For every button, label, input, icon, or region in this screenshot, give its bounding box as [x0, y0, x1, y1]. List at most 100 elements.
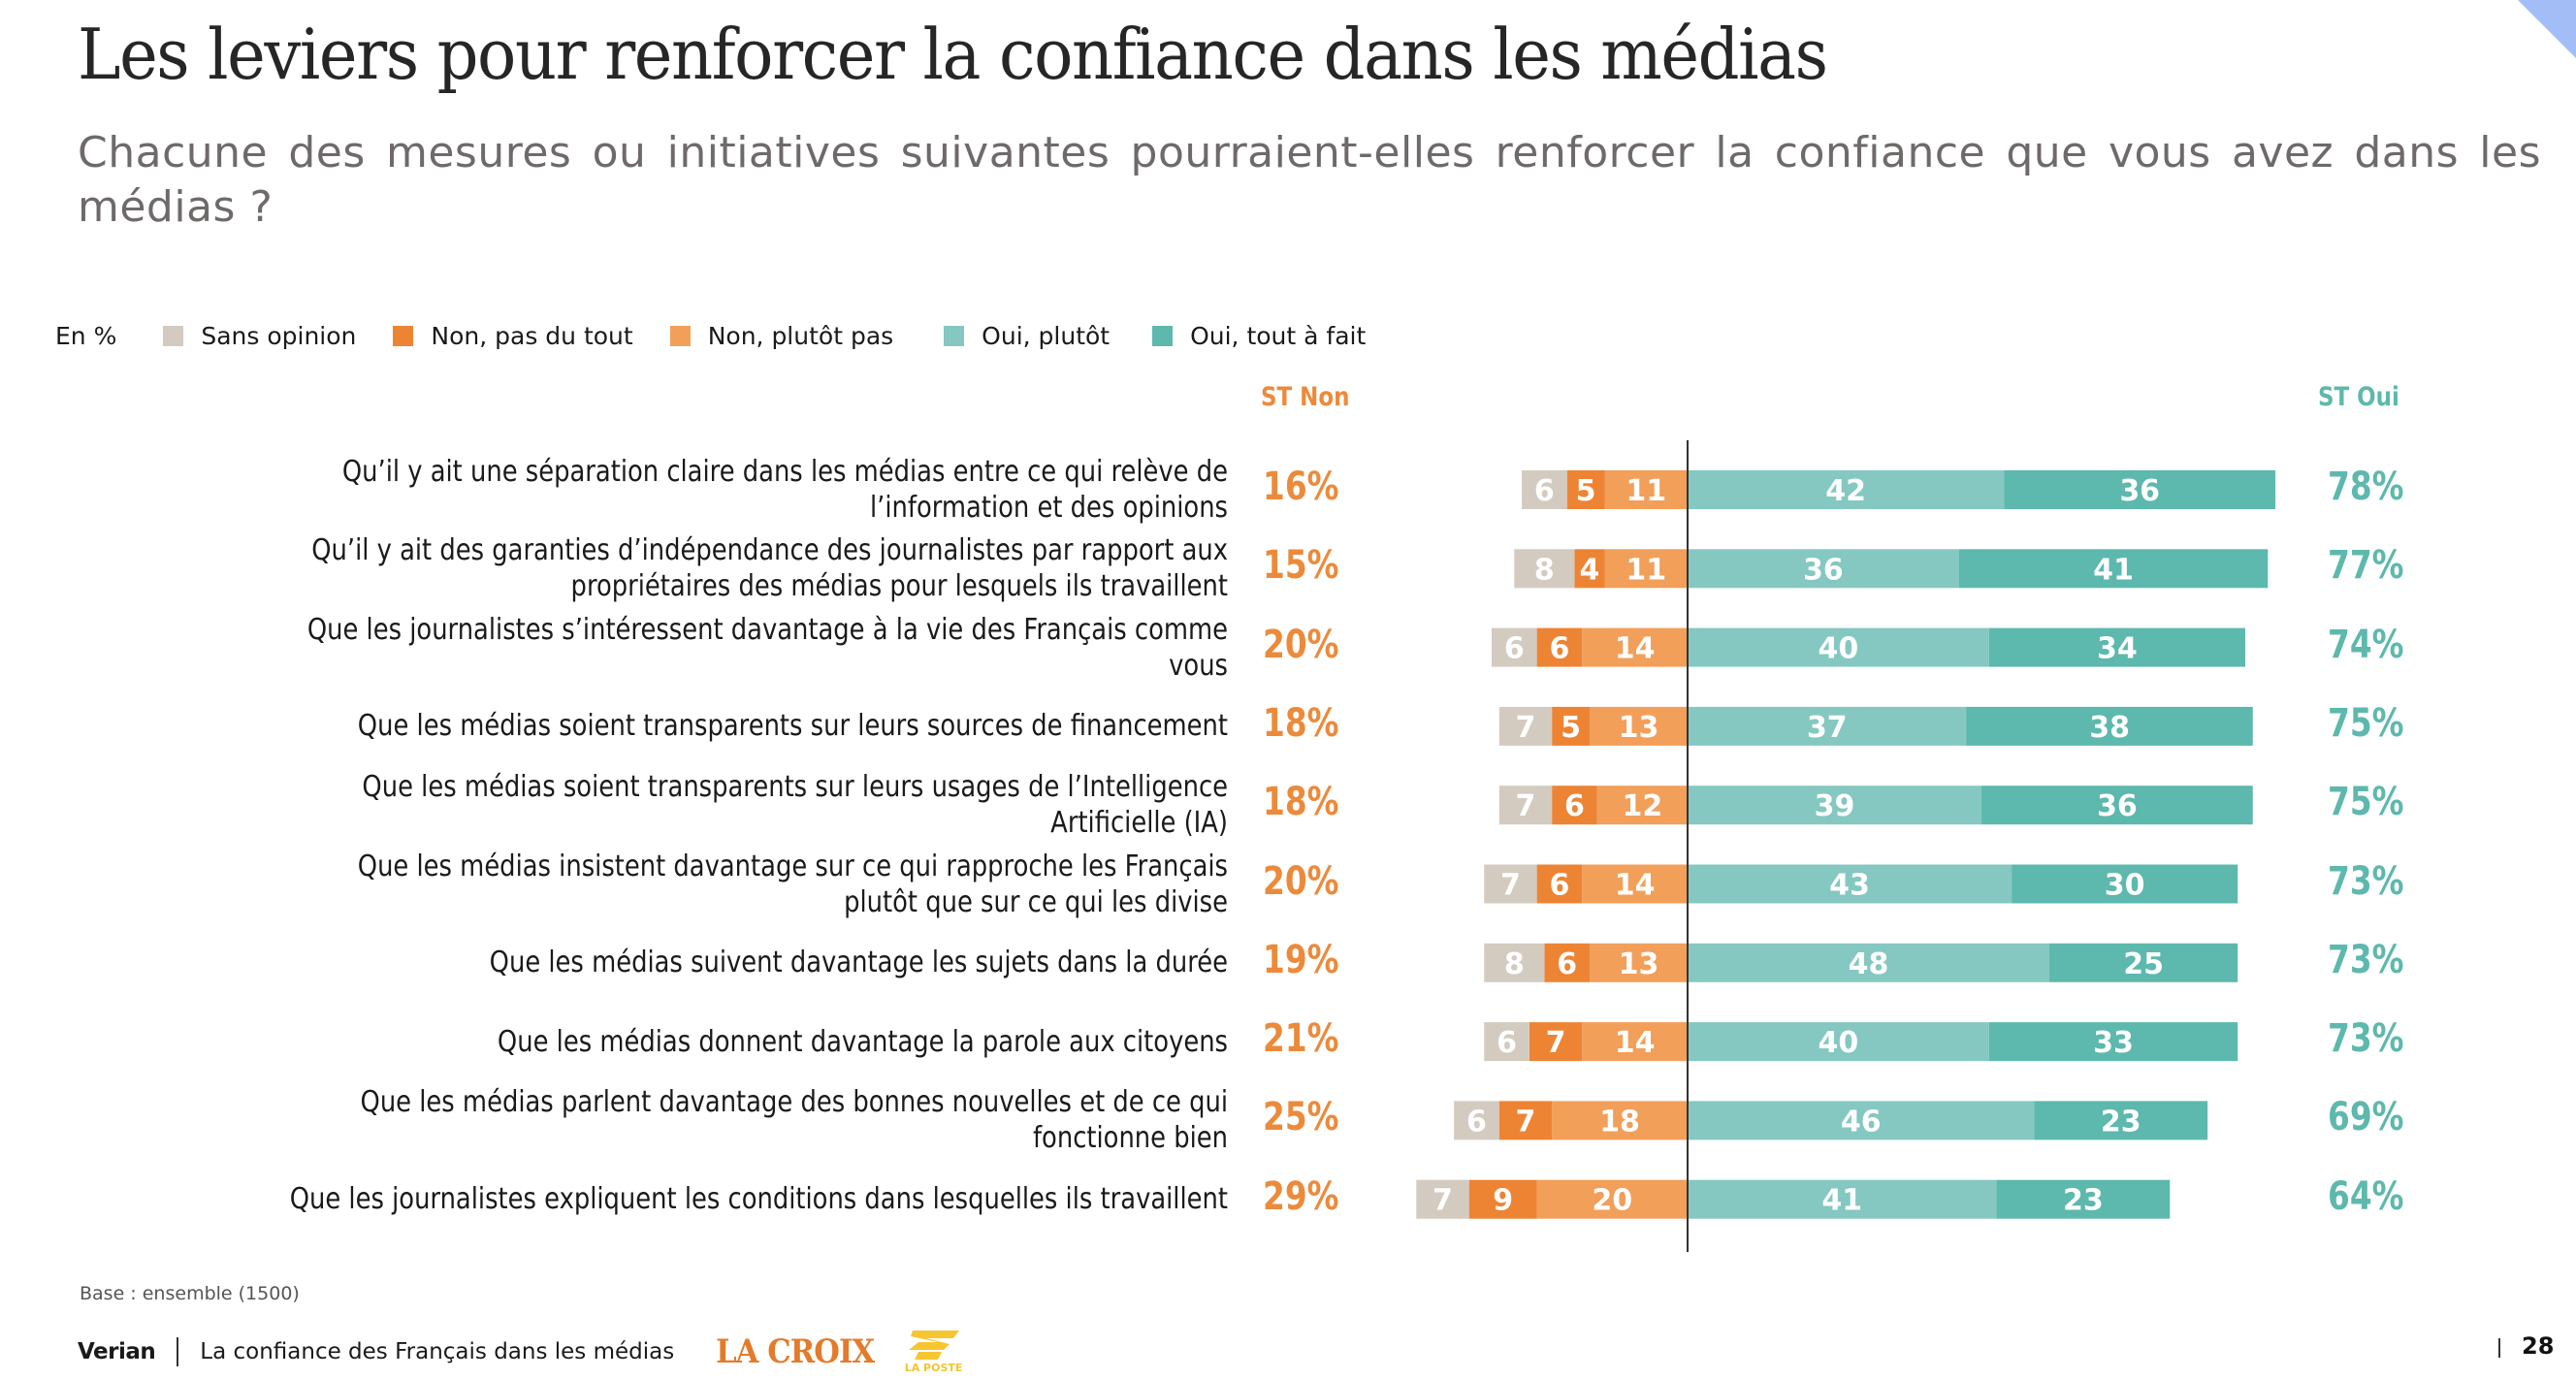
bar-value-label: 7 — [1546, 1026, 1566, 1060]
bar-segment-sans-opinion — [1498, 786, 1553, 825]
bar-segment-non-plut-t-pas — [1596, 786, 1688, 825]
footer-divider — [177, 1336, 179, 1366]
bar-segment-oui-plut-t — [1688, 549, 1959, 589]
bar-segment-oui-tout-fait — [2048, 943, 2238, 982]
bar-value-label: 7 — [1516, 711, 1536, 745]
legend-item-sans-opinion: Sans opinion — [163, 322, 356, 350]
bar-value-label: 6 — [1497, 1026, 1517, 1060]
bar-segment-oui-tout-fait — [1958, 549, 2269, 589]
bar-segment-sans-opinion — [1484, 943, 1545, 982]
bar-row: 20 9 7 41 23 — [1416, 1179, 2171, 1219]
bar-value-label: 34 — [2097, 632, 2138, 666]
bar-value-label: 11 — [1626, 553, 1666, 587]
category-label-line: Que les journalistes expliquent les cond… — [289, 1182, 1228, 1217]
legend-label: Non, plutôt pas — [707, 321, 894, 350]
category-label: Que les médias donnent davantage la paro… — [260, 1024, 1228, 1060]
la-croix-logo: LA CROIX — [716, 1331, 875, 1371]
bar-value-label: 5 — [1561, 711, 1581, 745]
corner-decoration — [2518, 0, 2576, 58]
bar-value-label: 5 — [1576, 474, 1596, 508]
bar-value-label: 39 — [1815, 789, 1855, 823]
bar-segment-oui-plut-t — [1688, 786, 1982, 825]
st-oui-value: 73% — [2328, 858, 2404, 904]
base-note: Base : ensemble (1500) — [80, 1283, 300, 1304]
category-label: Que les médias soient transparents sur l… — [260, 769, 1228, 841]
bar-segment-non-plut-t-pas — [1552, 1101, 1688, 1140]
category-label-line: propriétaires des médias pour lesquels i… — [570, 569, 1228, 604]
bar-segment-non-plut-t-pas — [1582, 627, 1688, 667]
bar-value-label: 23 — [2063, 1184, 2104, 1218]
bar-value-label: 13 — [1619, 947, 1659, 981]
bar-row: 13 68 48 25 — [1484, 943, 2238, 982]
bar-segment-non-pas-du-tout — [1552, 706, 1590, 746]
st-oui-value: 73% — [2328, 937, 2404, 982]
st-non-value: 15% — [1263, 543, 1339, 589]
legend-swatch — [1152, 325, 1174, 346]
bar-value-label: 7 — [1433, 1184, 1453, 1218]
legend-swatch — [669, 325, 691, 346]
category-label-line: Que les médias soient transparents sur l… — [362, 770, 1228, 805]
bar-value-label: 30 — [2105, 869, 2145, 903]
page-number-divider — [2498, 1338, 2500, 1358]
bar-segment-oui-tout-fait — [2034, 1101, 2208, 1140]
bar-value-label: 23 — [2101, 1105, 2141, 1138]
bar-value-label: 25 — [2123, 947, 2164, 981]
bar-value-label: 18 — [1599, 1105, 1640, 1138]
bar-segment-non-plut-t-pas — [1582, 864, 1688, 904]
st-non-value: 16% — [1263, 465, 1339, 509]
legend-item-non-plutot-pas: Non, plutôt pas — [669, 321, 894, 350]
category-label-line: Que les médias insistent davantage sur c… — [357, 849, 1228, 883]
bar-segment-oui-plut-t — [1688, 943, 2049, 982]
bar-value-label: 12 — [1623, 789, 1663, 823]
category-label-line: vous — [1169, 648, 1228, 683]
bar-value-label: 37 — [1807, 711, 1848, 745]
bar-segment-non-pas-du-tout — [1574, 549, 1605, 589]
bar-row: 11 48 36 41 — [1514, 549, 2269, 589]
bar-segment-non-pas-du-tout — [1536, 627, 1583, 667]
category-label-line: Que les médias suivent davantage les suj… — [489, 946, 1228, 980]
bar-value-label: 7 — [1500, 869, 1521, 903]
bar-segment-oui-tout-fait — [1988, 627, 2245, 667]
category-label-line: Que les médias donnent davantage la paro… — [497, 1024, 1228, 1059]
bar-value-label: 6 — [1504, 632, 1525, 666]
legend-label: Sans opinion — [201, 321, 357, 350]
bar-value-label: 41 — [2093, 553, 2134, 587]
legend-item-oui-tout-a-fait: Oui, tout à fait — [1152, 322, 1366, 350]
st-non-value: 19% — [1263, 937, 1339, 982]
category-label-line: Qu’il y ait des garanties d’indépendance… — [311, 533, 1228, 568]
bar-value-label: 6 — [1534, 474, 1555, 508]
bar-value-label: 6 — [1557, 947, 1577, 981]
bar-value-label: 6 — [1564, 789, 1585, 823]
bar-value-label: 48 — [1849, 947, 1889, 981]
legend-label: Oui, tout à fait — [1190, 321, 1367, 350]
bar-row: 18 76 46 23 — [1454, 1101, 2208, 1140]
category-label: Que les journalistes expliquent les cond… — [260, 1181, 1228, 1217]
category-label-line: Que les journalistes s’intéressent davan… — [306, 612, 1228, 647]
legend-item-non-pas-du-tout: Non, pas du tout — [393, 322, 633, 350]
bar-value-label: 14 — [1615, 869, 1656, 903]
bar-segment-oui-plut-t — [1688, 470, 2005, 509]
legend-swatch — [944, 325, 965, 346]
st-oui-value: 73% — [2328, 1016, 2404, 1062]
category-label: Qu’il y ait des garanties d’indépendance… — [260, 532, 1228, 604]
verian-logo: Verian — [78, 1338, 156, 1364]
st-non-value: 29% — [1263, 1173, 1339, 1219]
bar-value-label: 8 — [1534, 553, 1555, 587]
bar-value-label: 8 — [1504, 947, 1525, 981]
legend-swatch — [393, 325, 414, 346]
bar-segment-non-pas-du-tout — [1536, 864, 1583, 904]
bar-value-label: 6 — [1549, 869, 1569, 903]
legend-item-oui-plutot: Oui, plutôt — [944, 322, 1110, 350]
st-oui-value: 69% — [2328, 1095, 2404, 1140]
bar-value-label: 36 — [2119, 474, 2160, 508]
bar-segment-non-plut-t-pas — [1582, 1022, 1688, 1062]
bar-row: 14 66 40 34 — [1491, 627, 2245, 667]
category-label-line: Qu’il y ait une séparation claire dans l… — [341, 455, 1229, 489]
st-oui-value: 75% — [2328, 780, 2404, 825]
bar-segment-oui-tout-fait — [2004, 470, 2276, 509]
bar-segment-non-plut-t-pas — [1604, 470, 1688, 509]
st-non-value: 18% — [1263, 700, 1339, 746]
bar-segment-oui-plut-t — [1688, 1101, 2035, 1140]
bar-value-label: 9 — [1493, 1184, 1513, 1218]
bar-value-label: 13 — [1619, 711, 1659, 745]
